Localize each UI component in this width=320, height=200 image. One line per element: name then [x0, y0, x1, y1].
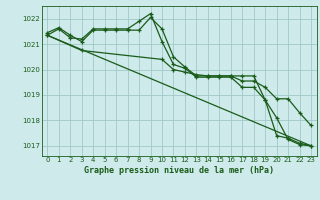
- X-axis label: Graphe pression niveau de la mer (hPa): Graphe pression niveau de la mer (hPa): [84, 166, 274, 175]
